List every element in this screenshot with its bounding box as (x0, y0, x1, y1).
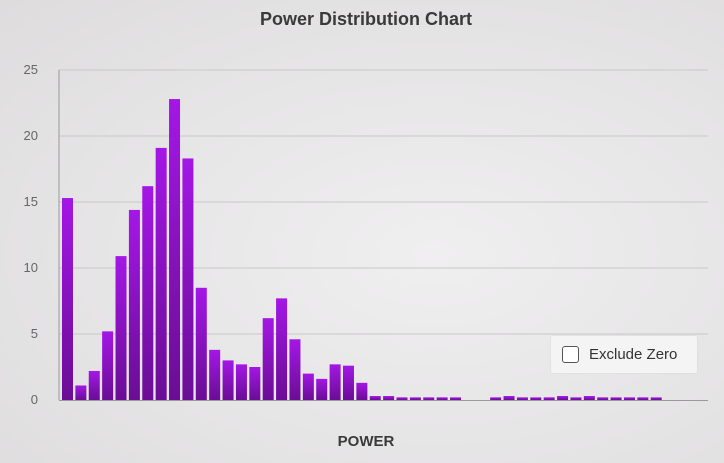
bar (276, 298, 288, 400)
bar (570, 397, 582, 400)
y-tick-label: 20 (24, 128, 38, 143)
bar (115, 256, 127, 400)
bar (583, 396, 595, 400)
chart-title: Power Distribution Chart (259, 9, 472, 29)
bar (530, 397, 542, 400)
exclude-zero-checkbox[interactable] (562, 346, 579, 363)
bar (369, 396, 381, 400)
bar (610, 397, 622, 400)
bar (302, 373, 314, 400)
bar (356, 382, 368, 400)
bar (142, 186, 154, 400)
y-tick-label: 15 (24, 194, 38, 209)
y-tick-label: 25 (24, 62, 38, 77)
bar (209, 349, 221, 400)
bar (423, 397, 435, 400)
bar (490, 397, 502, 400)
exclude-zero-toggle[interactable]: Exclude Zero (551, 336, 697, 373)
bar (249, 367, 261, 400)
x-axis-label: POWER (337, 433, 395, 450)
bar (650, 397, 662, 400)
bar (62, 198, 73, 400)
bar (222, 360, 234, 400)
bar (623, 397, 635, 400)
bars (62, 99, 662, 400)
bar (557, 396, 569, 400)
bar (235, 364, 247, 400)
bar (75, 385, 87, 400)
bar (289, 339, 301, 400)
bar (383, 396, 395, 400)
y-tick-label: 0 (31, 392, 38, 407)
bar (342, 365, 354, 400)
bar (169, 99, 181, 400)
bar (316, 378, 328, 400)
gridlines (59, 69, 708, 335)
y-axis-ticks: 0 5 10 15 20 25 (24, 62, 38, 407)
bar (516, 397, 528, 400)
exclude-zero-label: Exclude Zero (589, 346, 678, 363)
bar (182, 158, 194, 400)
bar (396, 397, 408, 400)
bar (262, 318, 274, 400)
bar (102, 331, 114, 400)
bar (329, 364, 341, 400)
bar (195, 287, 207, 400)
bar (503, 396, 515, 400)
bar (88, 370, 100, 400)
y-tick-label: 5 (31, 326, 38, 341)
bar (155, 147, 167, 400)
bar (597, 397, 609, 400)
y-tick-label: 10 (24, 260, 38, 275)
bar (450, 397, 462, 400)
bar (543, 397, 555, 400)
bar (637, 397, 649, 400)
bar (409, 397, 421, 400)
bar (436, 397, 448, 400)
bar (128, 209, 140, 400)
